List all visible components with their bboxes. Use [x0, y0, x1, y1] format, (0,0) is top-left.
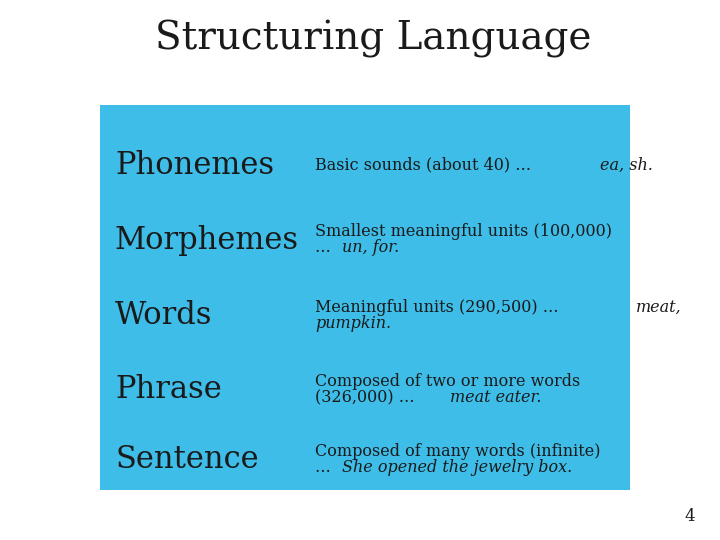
Text: Basic sounds (about 40) …: Basic sounds (about 40) … [315, 157, 536, 173]
Text: Structuring Language: Structuring Language [155, 20, 592, 58]
Text: un, for.: un, for. [342, 240, 400, 256]
Text: (326,000) …: (326,000) … [315, 389, 420, 407]
Text: Smallest meaningful units (100,000): Smallest meaningful units (100,000) [315, 224, 612, 240]
Text: meat eater.: meat eater. [450, 389, 541, 407]
Text: Meaningful units (290,500) …: Meaningful units (290,500) … [315, 299, 564, 315]
Text: Composed of many words (infinite): Composed of many words (infinite) [315, 443, 600, 461]
Text: meat,: meat, [636, 299, 682, 315]
Text: ea, sh.: ea, sh. [600, 157, 653, 173]
Text: Morphemes: Morphemes [115, 225, 299, 255]
Text: pumpkin.: pumpkin. [315, 314, 391, 332]
Text: Sentence: Sentence [115, 444, 258, 476]
Text: Words: Words [115, 300, 212, 330]
Text: Composed of two or more words: Composed of two or more words [315, 374, 580, 390]
Text: 4: 4 [685, 508, 695, 525]
Text: Phonemes: Phonemes [115, 150, 274, 180]
Text: She opened the jewelry box.: She opened the jewelry box. [342, 460, 572, 476]
Bar [100, 105, 630, 490]
Text: …: … [315, 460, 336, 476]
Text: …: … [315, 240, 336, 256]
Text: Phrase: Phrase [115, 375, 222, 406]
